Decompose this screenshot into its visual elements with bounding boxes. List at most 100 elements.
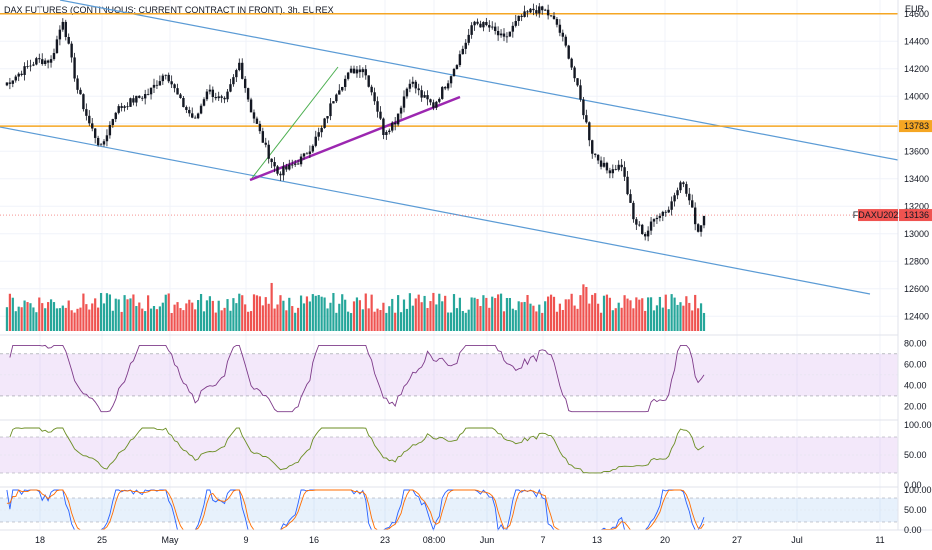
time-tick-label: 25 (97, 535, 107, 545)
volume-bar (411, 305, 414, 331)
candle-body (591, 140, 594, 154)
candle-body (79, 89, 82, 95)
candle-body (464, 42, 467, 49)
volume-bar (255, 295, 259, 331)
candle-body (205, 91, 209, 100)
volume-bar (417, 294, 420, 331)
volume-bar (229, 310, 232, 331)
volume-bar (41, 303, 44, 331)
volume-bar (667, 309, 670, 331)
candle-body (438, 98, 441, 102)
volume-bar (485, 297, 488, 331)
volume-bar (138, 302, 141, 331)
volume-bar (538, 304, 541, 331)
candle-body (396, 113, 400, 125)
candle-body (317, 132, 320, 137)
candle-body (196, 113, 200, 119)
volume-bar (426, 308, 429, 331)
volume-bar (694, 294, 697, 331)
candle-body (149, 87, 153, 95)
volume-bar (44, 308, 47, 331)
candle-body (58, 29, 62, 40)
candle-body (429, 99, 432, 103)
volume-bar (514, 310, 517, 331)
time-tick-label: 16 (309, 535, 319, 545)
volume-bar (208, 296, 211, 331)
candle-body (14, 76, 17, 81)
volume-bar (432, 292, 435, 331)
volume-bar (223, 307, 226, 331)
candle-body (673, 195, 676, 202)
candle-body (158, 81, 162, 86)
stoch-tick-label: 0.00 (904, 525, 922, 535)
candle-body (676, 190, 679, 196)
candle-body (358, 69, 362, 73)
stoch-tick-label: 100.00 (904, 485, 932, 495)
volume-bar (379, 310, 382, 331)
candle-body (414, 81, 417, 89)
symbol-tag-bg (858, 209, 898, 222)
volume-bar (161, 302, 164, 331)
volume-bar (55, 308, 59, 331)
volume-bar (444, 295, 447, 331)
volume-bar (329, 302, 332, 331)
candle-body (517, 15, 520, 22)
candle-body (523, 11, 526, 17)
volume-bar (664, 294, 667, 331)
volume-bar (11, 297, 14, 331)
volume-bar (582, 284, 585, 331)
candle-body (499, 33, 503, 36)
volume-bar (367, 308, 370, 331)
volume-bar (629, 300, 632, 331)
rsi-tick-label: 20.00 (904, 401, 927, 411)
candle-body (564, 36, 567, 46)
time-tick-label: Jun (480, 535, 495, 545)
candle-body (238, 62, 241, 71)
candle-body (176, 88, 179, 95)
volume-bar (502, 311, 506, 331)
candle-body (314, 136, 317, 146)
volume-bar (408, 293, 411, 331)
candle-body (255, 118, 259, 124)
volume-bar (58, 308, 61, 331)
candle-body (446, 83, 450, 89)
volume-bar (144, 311, 147, 331)
time-tick-label: 27 (732, 535, 742, 545)
candle-body (117, 106, 120, 113)
volume-bar (311, 294, 314, 331)
candle-body (641, 224, 644, 234)
candle-body (355, 69, 359, 74)
volume-bar (373, 311, 376, 331)
price-tick-label: 12400 (904, 311, 929, 321)
candle-body (420, 90, 423, 98)
price-tick-label: 14000 (904, 91, 929, 101)
price-tick-label: 14600 (904, 9, 929, 19)
volume-bar (641, 298, 644, 331)
candle-body (611, 169, 615, 174)
osc2-line (9, 427, 705, 474)
volume-bar (661, 307, 664, 331)
candle-body (476, 21, 479, 24)
volume-bar (652, 310, 656, 331)
volume-bar (647, 297, 650, 331)
candle-body (582, 99, 585, 116)
volume-bar (211, 300, 214, 331)
volume-bar (382, 302, 385, 331)
volume-bar (644, 310, 647, 331)
volume-bar (8, 293, 11, 331)
candle-body (702, 215, 706, 226)
candle-body (546, 9, 550, 16)
candle-body (173, 84, 176, 89)
volume-bar (476, 298, 479, 331)
candle-body (423, 95, 426, 98)
candle-body (88, 115, 91, 124)
volume-bar (305, 296, 309, 331)
volume-bar (564, 299, 567, 331)
candle-body (138, 95, 141, 98)
candle-body (443, 87, 447, 89)
volume-bar (147, 295, 150, 331)
candle-body (120, 106, 123, 108)
volume-bar (308, 301, 311, 331)
volume-bar (361, 309, 364, 331)
